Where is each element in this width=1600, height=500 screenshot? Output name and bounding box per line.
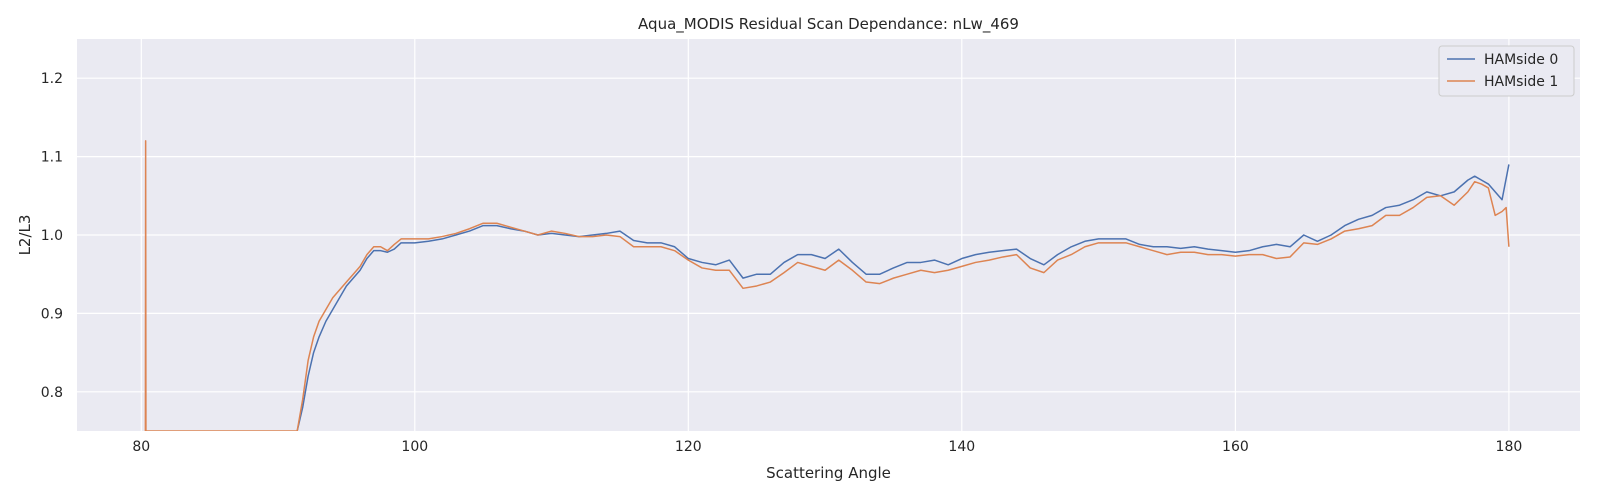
series-line-hamside-1: [144, 140, 1510, 431]
x-axis-label: Scattering Angle: [766, 464, 891, 482]
y-axis-label: L2/L3: [16, 215, 34, 256]
x-tick-label: 80: [132, 439, 150, 455]
series-lines: [144, 140, 1510, 431]
tick-labels: 80 100 120 140 160 180 0.8 0.9 1.0 1.1 1.2: [41, 71, 1523, 455]
y-tick-label: 1.1: [41, 150, 63, 166]
legend-label-hamside-0: HAMside 0: [1484, 52, 1558, 68]
x-tick-label: 160: [1222, 439, 1249, 455]
series-line-hamside-0: [296, 164, 1510, 431]
x-tick-label: 140: [948, 439, 975, 455]
legend-label-hamside-1: HAMside 1: [1484, 74, 1558, 90]
y-tick-label: 0.9: [41, 306, 63, 322]
chart-title: Aqua_MODIS Residual Scan Dependance: nLw…: [638, 15, 1019, 34]
y-tick-label: 0.8: [41, 385, 63, 401]
x-tick-label: 180: [1496, 439, 1523, 455]
grid-lines: [77, 39, 1580, 431]
x-tick-label: 100: [401, 439, 428, 455]
x-tick-label: 120: [675, 439, 702, 455]
y-tick-label: 1.0: [41, 228, 63, 244]
y-tick-label: 1.2: [41, 71, 63, 87]
legend: HAMside 0 HAMside 1: [1438, 45, 1575, 97]
